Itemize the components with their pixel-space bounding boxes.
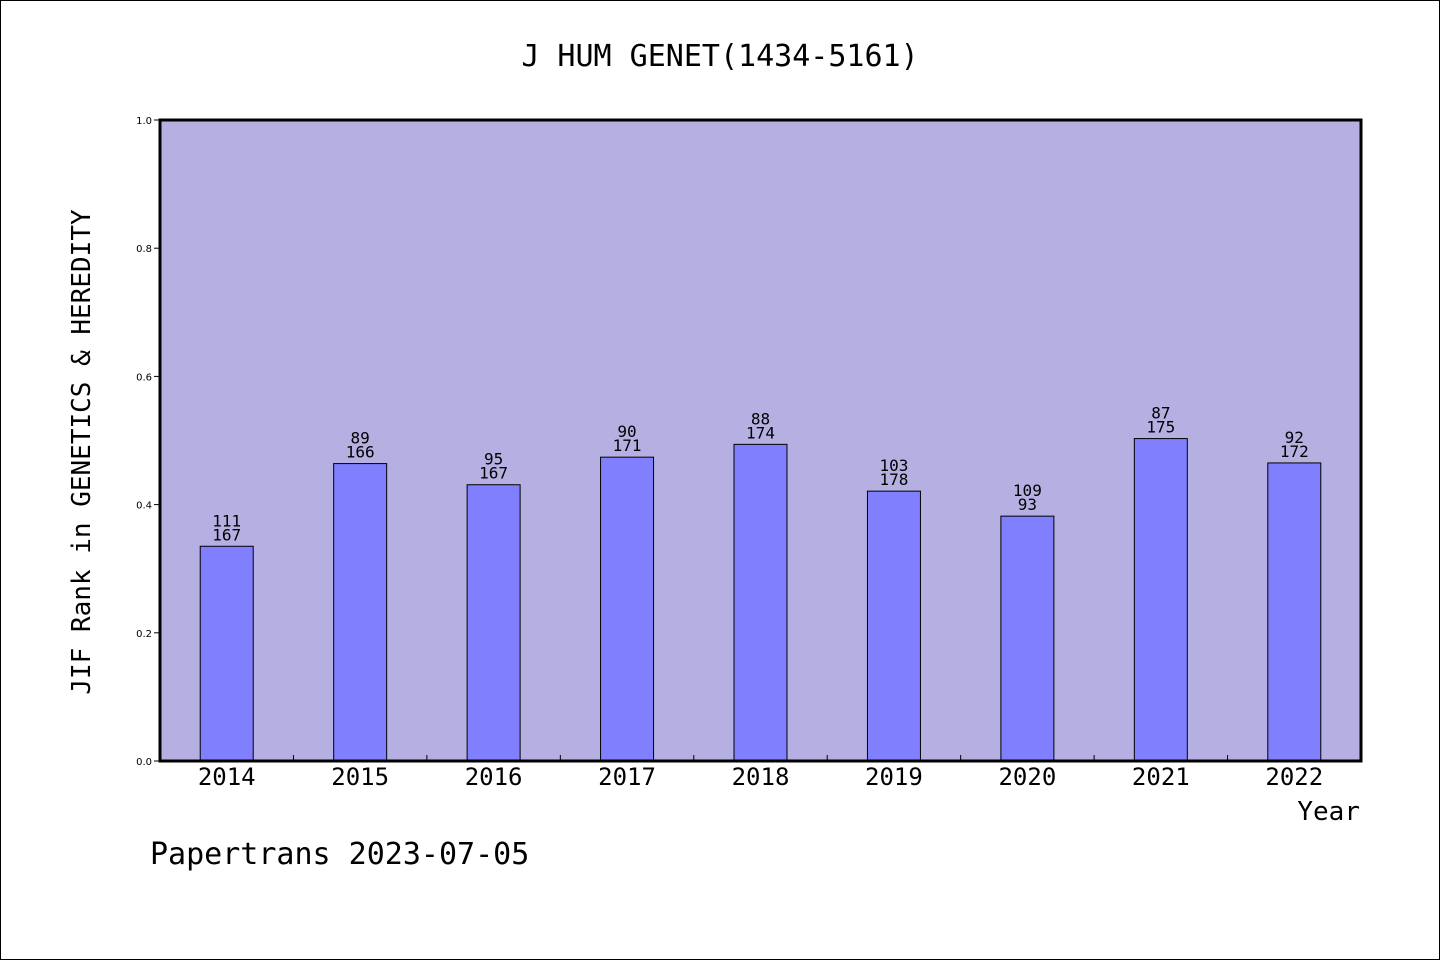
data-label-bottom: 166	[346, 443, 375, 462]
data-label-top: 88	[751, 409, 770, 428]
bar-2014	[199, 545, 254, 762]
chart-title: J HUM GENET(1434-5161)	[521, 39, 918, 74]
bar-2020	[1000, 515, 1055, 762]
bar-2019	[866, 490, 921, 762]
x-tick-label: 2015	[331, 763, 389, 791]
data-label-top: 92	[1285, 428, 1304, 447]
bar-2022	[1267, 462, 1322, 762]
bar-2017	[600, 456, 655, 762]
x-tick-label: 2020	[998, 763, 1056, 791]
data-label-bottom: 167	[479, 464, 508, 483]
plot-border	[158, 118, 1363, 763]
data-label-top: 95	[484, 450, 503, 469]
x-tick-label: 2017	[598, 763, 656, 791]
y-tick-label: 0.8	[136, 244, 152, 255]
y-tick-label: 1.0	[136, 116, 152, 127]
y-axis-label: JIF Rank in GENETICS & HEREDITY	[67, 209, 97, 695]
x-tick-label: 2016	[465, 763, 523, 791]
y-tick-label: 0.0	[136, 757, 152, 768]
x-axis-label: Year	[1297, 797, 1360, 827]
data-label-top: 109	[1013, 481, 1042, 500]
x-tick-label: 2019	[865, 763, 923, 791]
x-tick-label: 2018	[732, 763, 790, 791]
data-label-bottom: 171	[613, 436, 642, 455]
bar-2016	[466, 484, 521, 762]
bar-2018	[733, 443, 788, 762]
x-tick-label: 2022	[1265, 763, 1323, 791]
y-tick-label: 0.4	[136, 501, 152, 512]
data-label-bottom: 167	[212, 525, 241, 544]
data-label-top: 87	[1151, 404, 1170, 423]
footer-text: Papertrans 2023-07-05	[150, 837, 529, 872]
data-label-bottom: 175	[1146, 418, 1175, 437]
y-tick-label: 0.2	[136, 629, 152, 640]
data-labels: 1111672014891662015951672016901712017881…	[198, 404, 1323, 791]
bars	[199, 438, 1322, 762]
data-label-top: 90	[617, 422, 636, 441]
data-label-top: 111	[212, 511, 241, 530]
data-label-bottom: 174	[746, 423, 775, 442]
data-label-bottom: 93	[1018, 495, 1037, 514]
data-label-top: 89	[351, 429, 370, 448]
data-label-top: 103	[879, 456, 908, 475]
bar-2021	[1133, 438, 1188, 762]
x-tick-label: 2014	[198, 763, 256, 791]
data-label-bottom: 178	[879, 470, 908, 489]
y-tick-label: 0.6	[136, 372, 152, 383]
data-label-bottom: 172	[1280, 442, 1309, 461]
x-tick-label: 2021	[1132, 763, 1190, 791]
bar-2015	[333, 463, 388, 762]
